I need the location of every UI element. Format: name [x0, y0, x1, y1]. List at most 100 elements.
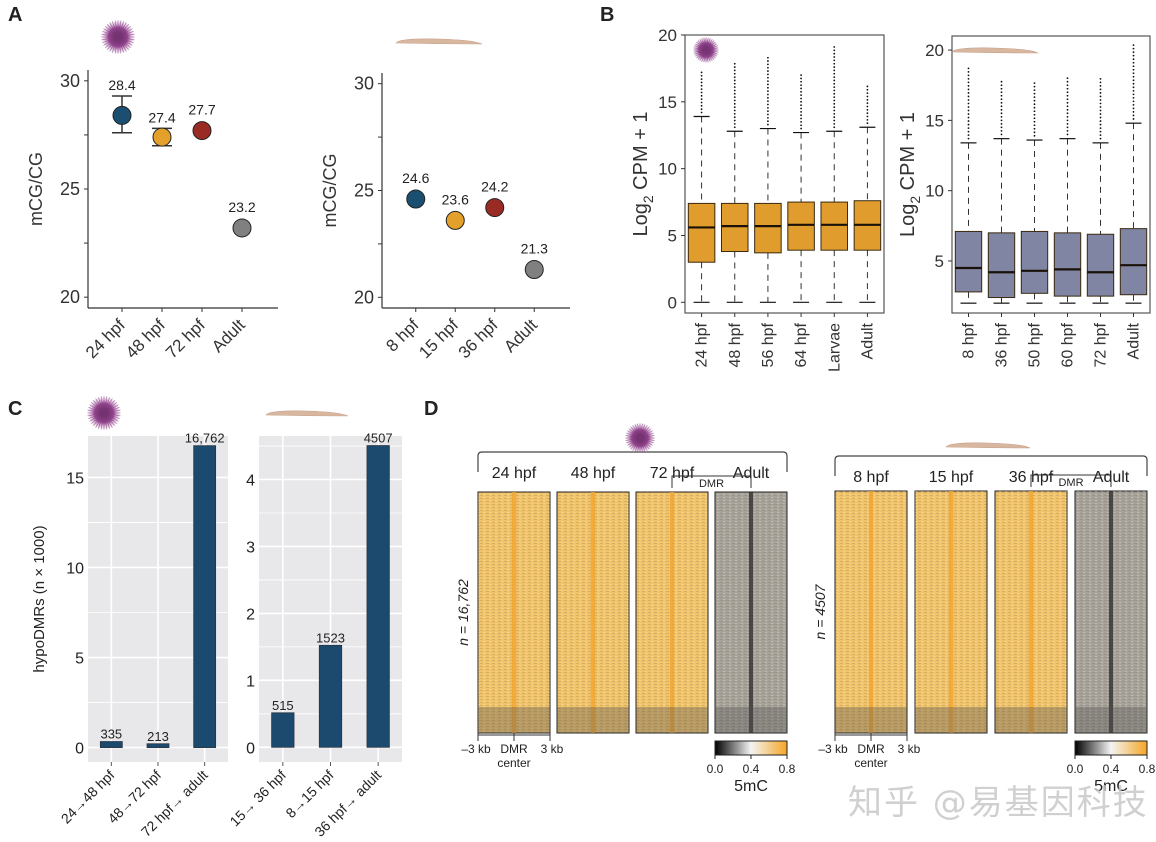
urchin-spine	[100, 412, 105, 430]
outlier-point	[866, 98, 869, 101]
y-tick-label: 25	[60, 179, 80, 199]
urchin-spine	[103, 401, 118, 414]
outlier-point	[767, 70, 769, 72]
urchin-spine	[696, 49, 707, 59]
urchin-spine	[102, 30, 119, 38]
urchin-spine	[103, 412, 119, 422]
outlier-point	[967, 116, 970, 119]
outlier-point	[967, 74, 970, 77]
urchin-spine	[693, 47, 707, 51]
y-tick-label: 3	[246, 539, 255, 556]
outlier-point	[800, 77, 802, 80]
box	[1020, 230, 1049, 294]
outlier-point	[1099, 88, 1102, 91]
outlier-point	[1132, 72, 1135, 75]
outlier-point	[700, 104, 703, 107]
outlier-point	[1000, 101, 1003, 104]
outlier-point	[1000, 119, 1003, 122]
outlier-point	[1099, 120, 1102, 122]
urchin-spine	[639, 428, 652, 439]
data-label: 23.6	[442, 191, 469, 207]
urchin-spine	[705, 41, 716, 51]
outlier-point	[1000, 108, 1003, 111]
box	[720, 202, 749, 253]
y-tick-label: 5	[935, 252, 944, 271]
urchin-spine	[696, 41, 707, 51]
urchin-spine	[87, 412, 105, 417]
heatmap-x-label: DMR	[857, 742, 885, 756]
outlier-point	[1099, 134, 1102, 137]
outlier-point	[733, 86, 736, 89]
heatmap-low-rows	[557, 707, 629, 733]
urchin-spine	[697, 40, 707, 51]
outlier-point	[866, 115, 869, 118]
outlier-point	[1132, 44, 1135, 47]
outlier-point	[700, 88, 703, 91]
outlier-point	[833, 59, 836, 62]
y-axis-label: mCG/CG	[320, 154, 340, 228]
y-axis-label: hypoDMRs (n × 1000)	[31, 525, 48, 672]
outlier-point	[767, 120, 769, 123]
outlier-point	[866, 102, 869, 105]
outlier-point	[866, 92, 869, 95]
bar	[318, 644, 343, 748]
colorbar	[714, 740, 788, 756]
x-tick-label: 60 hpf	[1060, 322, 1077, 367]
colorbar-tick-label: 0.0	[1067, 762, 1084, 776]
urchin-spine	[625, 437, 641, 441]
heatmap-x-label: center	[497, 756, 530, 770]
urchin-spine	[90, 412, 105, 425]
urchin-spine	[705, 49, 719, 53]
outlier-point	[1066, 122, 1069, 125]
outlier-point	[1099, 99, 1102, 101]
data-point	[524, 260, 544, 280]
outlier-point	[1000, 126, 1003, 129]
outlier-point	[1000, 98, 1003, 101]
dmr-center-stripe	[590, 492, 596, 733]
outlier-point	[1000, 133, 1003, 136]
y-tick-label: 0	[668, 293, 677, 312]
dmr-bracket	[1030, 474, 1112, 487]
urchin-spine	[117, 36, 133, 46]
outlier-point	[1132, 68, 1135, 71]
bar-value-label: 1523	[316, 630, 345, 645]
x-tick-label: 15→ 36 hpf	[226, 767, 289, 830]
outlier-point	[767, 90, 769, 93]
outlier-point	[1132, 61, 1135, 64]
heatmap-x-label: DMR	[500, 742, 528, 756]
outlier-point	[1132, 107, 1135, 110]
data-label: 24.6	[402, 170, 429, 186]
y-tick-label: 10	[925, 182, 944, 201]
outlier-point	[967, 85, 970, 87]
urchin-spine	[628, 437, 641, 448]
x-tick-label: 50 hpf	[1027, 322, 1044, 367]
outlier-point	[767, 86, 769, 89]
urchin-spine	[701, 38, 707, 51]
heatmap-x-label: 3 kb	[898, 742, 921, 756]
urchin-spine	[100, 396, 105, 414]
urchin-spine	[103, 398, 113, 414]
urchin-spine	[103, 412, 116, 427]
outlier-point	[1132, 96, 1135, 99]
outlier-point	[833, 112, 836, 115]
box	[787, 201, 815, 251]
data-point	[445, 210, 465, 230]
watermark-text: 知乎 @易基因科技	[848, 783, 1149, 823]
outlier-point	[1000, 130, 1003, 132]
outlier-point	[833, 96, 836, 99]
outlier-point	[833, 49, 836, 52]
heatmap-column-label: 24 hpf	[492, 465, 537, 482]
urchin-spine	[101, 33, 119, 38]
x-tick-label: Adult	[208, 315, 249, 356]
y-tick-label: 25	[354, 181, 374, 201]
outlier-point	[866, 95, 869, 98]
outlier-point	[1033, 89, 1036, 92]
urchin-spine	[628, 428, 641, 439]
outlier-point	[833, 69, 836, 72]
outlier-point	[1000, 115, 1003, 118]
outlier-point	[833, 66, 836, 68]
bar-value-label: 16,762	[185, 431, 225, 446]
urchin-spine	[701, 49, 707, 62]
colorbar-tick-label: 0.4	[1103, 762, 1120, 776]
outlier-point	[1000, 94, 1003, 97]
